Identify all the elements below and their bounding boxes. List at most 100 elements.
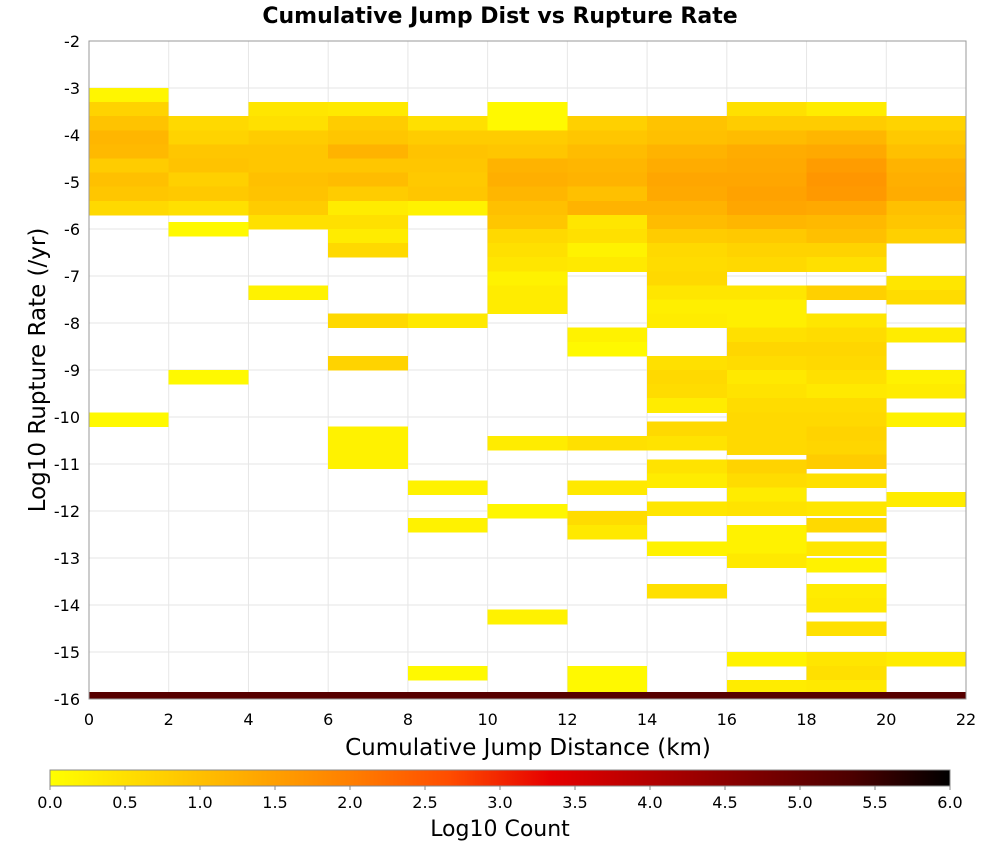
- colorbar: [49, 769, 951, 787]
- heatmap-cell: [248, 116, 329, 131]
- heatmap-cell: [647, 583, 727, 599]
- heatmap-cell: [886, 412, 966, 427]
- heatmap-cell: [328, 229, 408, 244]
- heatmap-cell: [168, 116, 249, 131]
- heatmap-cell: [89, 692, 966, 700]
- y-tick-label: -4: [64, 126, 80, 145]
- y-tick-labels: -2 -3 -4 -5 -6 -7 -8 -9 -10 -11 -12 -13 -14 -15 -16: [54, 32, 80, 709]
- heatmap-cell: [806, 501, 887, 517]
- heatmap-cell: [647, 384, 727, 399]
- heatmap-cell: [567, 130, 648, 145]
- heatmap-cell: [726, 158, 807, 174]
- heatmap-cell: [487, 285, 568, 300]
- heatmap-cell: [886, 214, 966, 230]
- y-tick-label: -5: [64, 173, 80, 192]
- heatmap-cell: [806, 440, 887, 456]
- heatmap-cell: [407, 518, 488, 533]
- heatmap-cell: [89, 412, 169, 427]
- heatmap-cell: [407, 200, 488, 216]
- heatmap-cell: [806, 130, 887, 145]
- heatmap-cell: [248, 130, 329, 145]
- heatmap-cell: [886, 158, 966, 174]
- heatmap-cell: [806, 214, 887, 230]
- heatmap-cell: [567, 243, 648, 258]
- heatmap-cell: [647, 243, 727, 258]
- heatmap-cell: [647, 116, 727, 131]
- heatmap-cell: [886, 172, 966, 188]
- heatmap-cell: [647, 541, 727, 557]
- heatmap-cell: [806, 341, 887, 357]
- heatmap-cell: [487, 116, 568, 131]
- heatmap-cell: [806, 229, 887, 244]
- heatmap-cell: [487, 158, 568, 174]
- heatmap-cell: [806, 158, 887, 174]
- heatmap-cell: [806, 666, 887, 681]
- heatmap-cell: [806, 102, 887, 117]
- heatmap-cell: [886, 130, 966, 145]
- heatmap-cells: [89, 88, 966, 700]
- y-tick-label: -14: [54, 596, 80, 615]
- colorbar-tick-label: 3.0: [487, 793, 512, 812]
- heatmap-cell: [806, 355, 887, 371]
- heatmap-cell: [487, 102, 568, 117]
- colorbar-tick-label: 2.5: [412, 793, 437, 812]
- heatmap-cell: [567, 480, 648, 496]
- heatmap-cell: [806, 583, 887, 599]
- heatmap-cell: [407, 116, 488, 131]
- heatmap-cell: [726, 440, 807, 456]
- y-tick-label: -10: [54, 408, 80, 427]
- heatmap-cell: [806, 621, 887, 637]
- heatmap-cell: [487, 172, 568, 188]
- heatmap-cell: [726, 299, 807, 315]
- colorbar-tick-label: 5.0: [787, 793, 812, 812]
- heatmap-cell: [806, 384, 887, 399]
- heatmap-cell: [89, 172, 169, 188]
- heatmap-cell: [647, 501, 727, 517]
- heatmap-cell: [647, 459, 727, 474]
- x-tick-label: 22: [956, 710, 976, 729]
- y-tick-label: -2: [64, 32, 80, 51]
- heatmap-cell: [487, 214, 568, 230]
- heatmap-cell: [647, 313, 727, 329]
- y-axis-label: Log10 Rupture Rate (/yr): [25, 228, 51, 513]
- heatmap-cell: [487, 299, 568, 315]
- x-tick-label: 2: [164, 710, 174, 729]
- heatmap-cell: [726, 398, 807, 413]
- heatmap-cell: [806, 144, 887, 159]
- heatmap-cell: [886, 370, 966, 385]
- heatmap-cell: [726, 473, 807, 488]
- heatmap-cell: [726, 553, 807, 568]
- colorbar-tick-labels: 0.0 0.5 1.0 1.5 2.0 2.5 3.0 3.5 4.0 4.5 5.0 5.5 6.0: [37, 786, 963, 812]
- heatmap-cell: [89, 186, 169, 202]
- heatmap-cell: [567, 229, 648, 244]
- heatmap-cell: [647, 200, 727, 216]
- heatmap-cell: [328, 355, 408, 371]
- heatmap-cell: [726, 501, 807, 517]
- heatmap-cell: [168, 186, 249, 202]
- heatmap-cell: [886, 116, 966, 131]
- x-tick-label: 18: [796, 710, 816, 729]
- heatmap-cell: [407, 158, 488, 174]
- heatmap-cell: [567, 666, 648, 681]
- heatmap-cell: [89, 102, 169, 117]
- heatmap-cell: [726, 459, 807, 474]
- y-tick-label: -8: [64, 314, 80, 333]
- heatmap-cell: [647, 271, 727, 286]
- heatmap-cell: [328, 426, 408, 441]
- heatmap-cell: [487, 186, 568, 202]
- heatmap-cell: [726, 229, 807, 244]
- heatmap-cell: [726, 130, 807, 145]
- heatmap-cell: [248, 214, 329, 230]
- heatmap-cell: [328, 102, 408, 117]
- heatmap-cell: [567, 144, 648, 159]
- y-tick-label: -15: [54, 643, 80, 662]
- heatmap-cell: [567, 680, 648, 695]
- colorbar-tick-label: 0.5: [112, 793, 137, 812]
- heatmap-cell: [567, 200, 648, 216]
- colorbar-label: Log10 Count: [430, 817, 570, 842]
- heatmap-cell: [806, 313, 887, 329]
- heatmap-cell: [89, 88, 169, 103]
- heatmap-cell: [407, 130, 488, 145]
- colorbar-tick-label: 5.5: [862, 793, 887, 812]
